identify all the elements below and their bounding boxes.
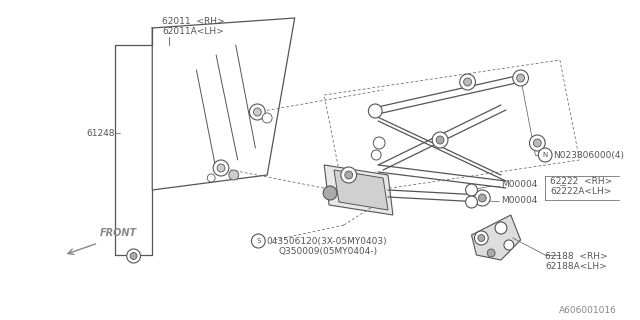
Circle shape (460, 74, 476, 90)
Circle shape (371, 150, 381, 160)
Text: 043506120(3X-05MY0403): 043506120(3X-05MY0403) (266, 237, 387, 246)
Text: Q350009(05MY0404-): Q350009(05MY0404-) (279, 247, 378, 256)
Circle shape (538, 148, 552, 162)
Circle shape (466, 196, 477, 208)
Polygon shape (334, 170, 388, 210)
Text: 62188A<LH>: 62188A<LH> (545, 262, 607, 271)
Circle shape (533, 139, 541, 147)
Circle shape (466, 184, 477, 196)
Text: M00004: M00004 (501, 196, 538, 204)
Text: 62188  <RH>: 62188 <RH> (545, 252, 608, 261)
Circle shape (250, 104, 265, 120)
Text: 62011  <RH>: 62011 <RH> (162, 17, 225, 26)
Text: 61248: 61248 (86, 129, 115, 138)
Circle shape (369, 104, 382, 118)
Polygon shape (472, 215, 520, 260)
Circle shape (478, 235, 484, 242)
Polygon shape (324, 165, 393, 215)
Circle shape (323, 186, 337, 200)
Text: 62011A<LH>: 62011A<LH> (162, 27, 224, 36)
Circle shape (345, 171, 353, 179)
Circle shape (207, 174, 215, 182)
Text: A606001016: A606001016 (559, 306, 617, 315)
Circle shape (127, 249, 140, 263)
Circle shape (436, 136, 444, 144)
Text: M00004: M00004 (501, 180, 538, 188)
Circle shape (504, 240, 514, 250)
Circle shape (373, 137, 385, 149)
Text: FRONT: FRONT (100, 228, 138, 238)
Text: N023806000(4): N023806000(4) (553, 150, 624, 159)
Circle shape (253, 108, 261, 116)
Circle shape (495, 222, 507, 234)
Circle shape (130, 252, 137, 260)
Circle shape (262, 113, 272, 123)
Circle shape (463, 78, 472, 86)
Circle shape (478, 194, 486, 202)
Circle shape (217, 164, 225, 172)
Circle shape (513, 70, 529, 86)
Circle shape (252, 234, 265, 248)
Circle shape (474, 231, 488, 245)
Text: 62222  <RH>: 62222 <RH> (550, 177, 612, 186)
Circle shape (432, 132, 448, 148)
Circle shape (487, 249, 495, 257)
Text: 62222A<LH>: 62222A<LH> (550, 187, 611, 196)
Circle shape (529, 135, 545, 151)
Text: S: S (256, 238, 260, 244)
Text: N: N (543, 152, 548, 158)
Circle shape (516, 74, 525, 82)
Circle shape (213, 160, 229, 176)
Circle shape (341, 167, 356, 183)
Circle shape (229, 170, 239, 180)
Circle shape (474, 190, 490, 206)
